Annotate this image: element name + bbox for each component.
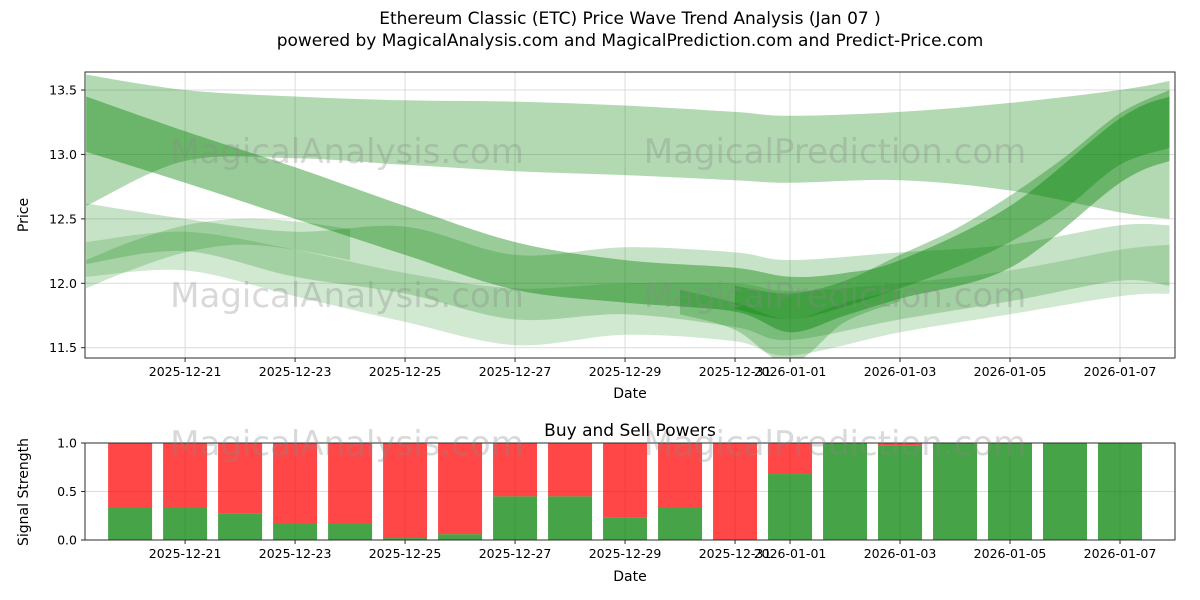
sell-bar [603, 443, 648, 518]
price-band-main-wave [86, 96, 1170, 333]
x-tick-label: 2026-01-07 [1084, 546, 1157, 561]
watermark-analysis-top: MagicalAnalysis.com [170, 132, 524, 172]
price-chart: 11.5 12.0 12.5 13.0 13.5 2025-12-21 2025-12-23… [49, 71, 1176, 379]
price-band-upper-trend [86, 74, 1170, 219]
buy-bar [933, 443, 978, 540]
buy-bar [823, 443, 868, 540]
x-tick-label: 2025-12-27 [479, 546, 552, 561]
sell-bar [218, 443, 263, 514]
x-tick-label: 2026-01-05 [974, 546, 1047, 561]
sell-bar [878, 443, 923, 446]
price-band-low-band [86, 231, 1170, 356]
x-tick-label: 2025-12-23 [259, 546, 332, 561]
price-band-right-rise [735, 90, 1170, 320]
sell-bar [438, 443, 483, 535]
x-tick-label: 2025-12-25 [369, 546, 442, 561]
buy-bar [768, 474, 813, 540]
y-tick-label: 12.5 [49, 211, 77, 226]
price-band-mid-band [86, 203, 1170, 341]
sell-bar [713, 443, 758, 540]
sell-bar [548, 443, 593, 497]
sell-bar [163, 443, 208, 508]
x-tick-label: 2025-12-31 [699, 364, 772, 379]
y-tick-label: 13.0 [49, 147, 77, 162]
x-tick-label: 2026-01-01 [754, 364, 827, 379]
price-band-left-cross [86, 218, 351, 289]
x-tick-label: 2025-12-27 [479, 364, 552, 379]
buy-bar [603, 517, 648, 540]
buy-bar [658, 507, 703, 540]
y-tick-label: 12.0 [49, 276, 77, 291]
y-tick-label: 0.0 [57, 533, 77, 548]
signal-chart-title: Buy and Sell Powers [544, 421, 716, 441]
buy-bar [108, 507, 153, 540]
watermark-prediction-bottom: MagicalPrediction.com [644, 424, 1027, 464]
buy-bar [328, 523, 373, 540]
buy-bar [548, 496, 593, 540]
x-tick-label: 2026-01-01 [754, 546, 827, 561]
price-bands [86, 74, 1170, 358]
buy-bar [1043, 443, 1088, 540]
watermark-analysis-mid: MagicalAnalysis.com [170, 276, 524, 316]
sell-bar [328, 443, 373, 524]
watermark-prediction-top: MagicalPrediction.com [644, 132, 1027, 172]
x-tick-label: 2026-01-03 [864, 546, 937, 561]
x-tick-label: 2025-12-25 [369, 364, 442, 379]
figure-title-line1: Ethereum Classic (ETC) Price Wave Trend … [379, 9, 881, 29]
buy-bar [988, 443, 1033, 540]
signal-xaxis-label: Date [613, 569, 646, 585]
buy-bar [493, 496, 538, 540]
sell-bar [658, 443, 703, 508]
x-tick-label: 2025-12-29 [589, 364, 662, 379]
x-tick-label: 2025-12-21 [149, 546, 222, 561]
buy-bar [218, 513, 263, 540]
figure-title-line2: powered by MagicalAnalysis.com and Magic… [277, 31, 984, 51]
y-tick-label: 11.5 [49, 340, 77, 355]
x-tick-label: 2025-12-21 [149, 364, 222, 379]
plot-border [84, 71, 1176, 359]
buy-bar [878, 445, 923, 540]
x-tick-label: 2026-01-07 [1084, 364, 1157, 379]
x-tick-label: 2025-12-29 [589, 546, 662, 561]
buy-bar [273, 523, 318, 540]
buy-bar [1098, 443, 1143, 540]
sell-bar [493, 443, 538, 497]
x-tick-label: 2026-01-05 [974, 364, 1047, 379]
price-xaxis-label: Date [613, 386, 646, 402]
sell-bar [383, 443, 428, 539]
x-tick-label: 2025-12-23 [259, 364, 332, 379]
buy-bar [383, 538, 428, 540]
price-band-new-year-dip [680, 289, 900, 358]
sell-bar [273, 443, 318, 524]
buy-bar [163, 507, 208, 540]
sell-bar [108, 443, 153, 508]
x-tick-label: 2026-01-03 [864, 364, 937, 379]
y-tick-label: 1.0 [57, 436, 77, 451]
x-tick-label: 2025-12-31 [699, 546, 772, 561]
watermark-analysis-bottom: MagicalAnalysis.com [170, 424, 524, 464]
price-axis-label: Price [16, 198, 32, 232]
y-tick-label: 0.5 [57, 484, 77, 499]
buy-bar [438, 534, 483, 540]
y-tick-label: 13.5 [49, 83, 77, 98]
signal-axis-label: Signal Strength [16, 438, 32, 546]
signal-strength-chart: 0.0 0.5 1.0 2025-12-21 2025-12-23 2025-12-25 2… [57, 436, 1176, 561]
sell-bar [768, 443, 813, 475]
watermark-prediction-mid: MagicalPrediction.com [644, 276, 1027, 316]
